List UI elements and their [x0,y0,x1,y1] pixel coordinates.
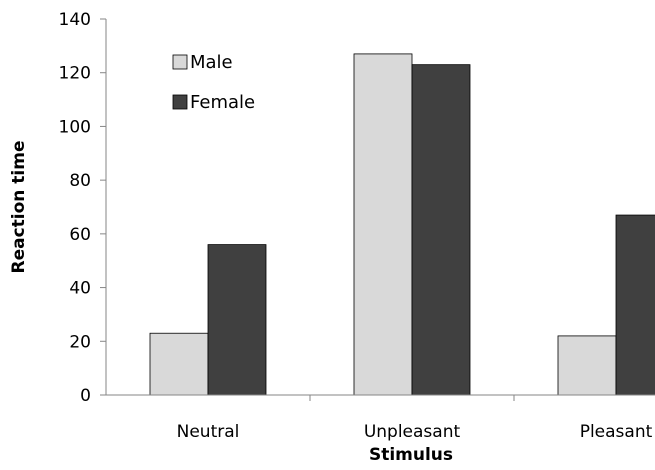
y-tick-label: 100 [59,117,91,137]
y-tick-label: 60 [69,225,91,245]
x-axis: Neutral Unpleasant Pleasant [106,394,655,442]
category-label: Neutral [177,422,240,442]
legend-label-female: Female [190,92,255,113]
y-tick-label: 140 [59,10,91,30]
bar-male [557,335,617,396]
x-axis-title: Stimulus [369,445,453,465]
bar-female [411,64,471,396]
legend: Male Female [172,52,255,113]
legend-swatch-male [172,54,188,70]
y-axis-title: Reaction time [9,140,29,273]
legend-swatch-female [172,94,188,110]
y-tick-label: 0 [80,386,91,406]
bar-female [615,214,655,396]
y-tick-label: 120 [59,64,91,84]
bars [149,53,655,396]
bar-female [207,244,267,396]
category-label: Pleasant [580,422,653,442]
legend-label-male: Male [190,52,233,73]
y-tick-label: 80 [69,171,91,191]
y-axis: 0 20 40 60 80 100 120 140 [59,10,107,406]
y-tick-label: 40 [69,279,91,299]
bar-male [149,332,209,396]
y-tick-label: 20 [69,332,91,352]
category-label: Unpleasant [364,422,461,442]
bar-male [353,53,413,396]
